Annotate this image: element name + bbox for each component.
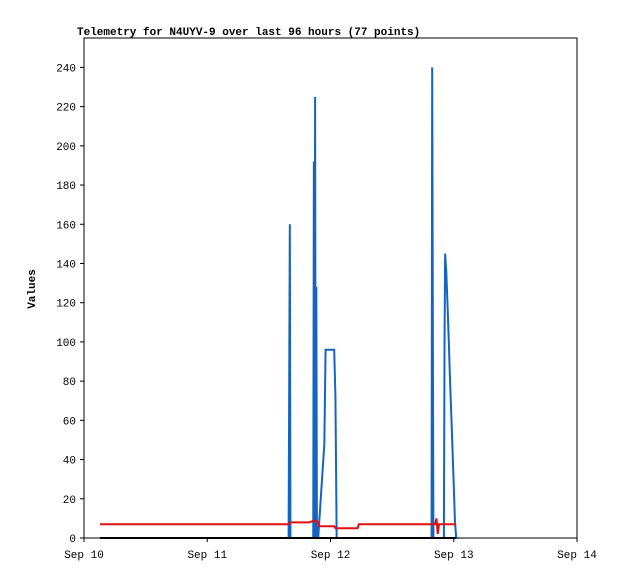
- chart-title: Telemetry for N4UYV-9 over last 96 hours…: [77, 27, 420, 39]
- y-tick-label: 20: [63, 495, 76, 507]
- y-tick-label: 80: [63, 377, 76, 389]
- y-tick-label: 160: [56, 220, 76, 232]
- y-tick-label: 100: [56, 338, 76, 350]
- y-tick-label: 180: [56, 181, 76, 193]
- y-tick-label: 120: [56, 299, 76, 311]
- y-tick-label: 240: [56, 63, 76, 75]
- x-tick-label: Sep 10: [64, 550, 104, 562]
- x-tick-label: Sep 11: [187, 550, 227, 562]
- y-tick-label: 40: [63, 456, 76, 468]
- y-tick-label: 140: [56, 259, 76, 271]
- x-tick-label: Sep 14: [557, 550, 597, 562]
- y-tick-label: 220: [56, 103, 76, 115]
- series-line: [100, 518, 457, 535]
- x-tick-label: Sep 13: [434, 550, 474, 562]
- y-tick-label: 60: [63, 416, 76, 428]
- y-tick-label: 0: [69, 534, 76, 546]
- x-tick-label: Sep 12: [311, 550, 351, 562]
- y-axis-label: Values: [27, 269, 39, 309]
- y-tick-label: 200: [56, 142, 76, 154]
